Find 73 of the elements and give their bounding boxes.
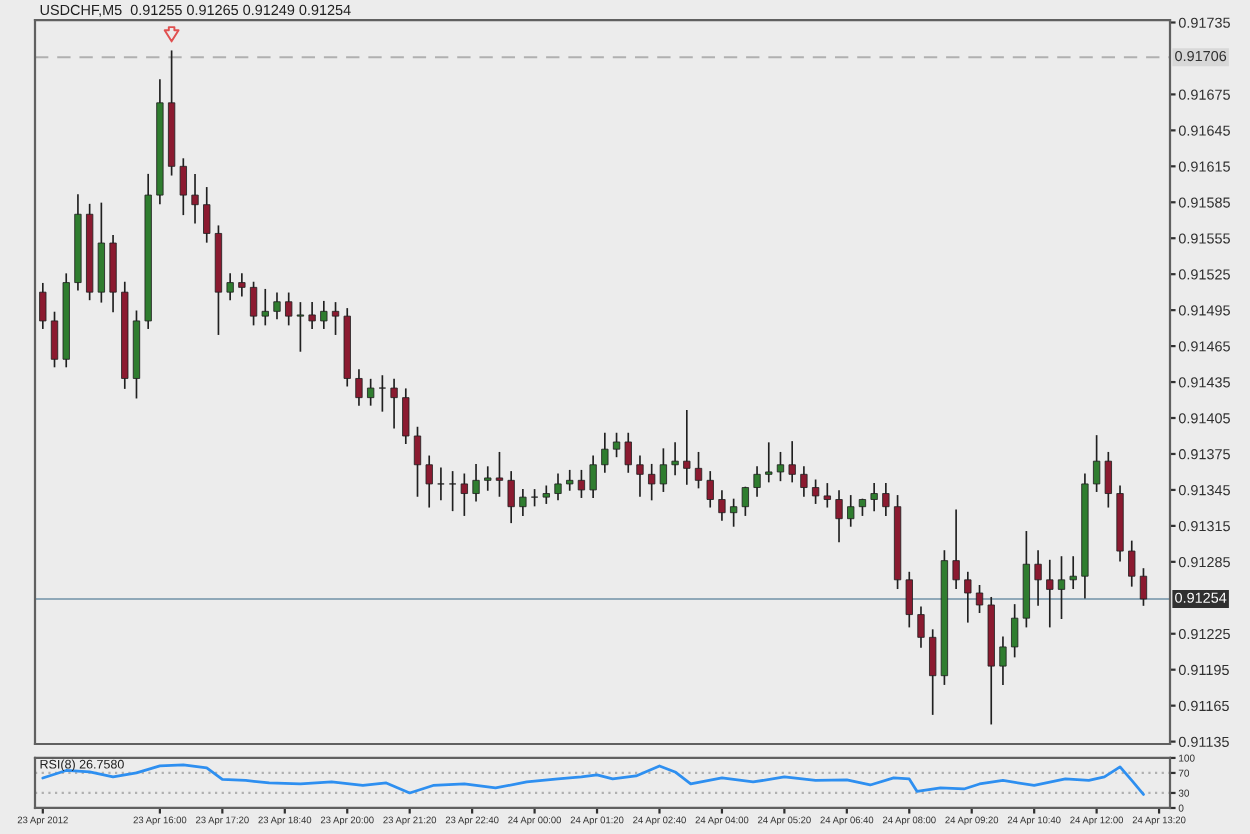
candlestick (238, 273, 246, 297)
candlestick (542, 485, 550, 504)
candlestick (601, 432, 609, 473)
candlestick (320, 300, 328, 329)
candlestick (929, 629, 937, 715)
candlestick (753, 466, 761, 497)
candlestick (367, 378, 375, 406)
candlestick (612, 432, 621, 458)
candlestick (800, 466, 808, 497)
candlestick (694, 451, 703, 489)
candlestick (648, 463, 656, 501)
candlestick (50, 311, 59, 368)
candlestick (448, 471, 457, 512)
candlestick (776, 451, 785, 482)
candlestick (179, 158, 187, 216)
candlestick (472, 463, 480, 502)
candlestick (296, 302, 305, 352)
candlestick (273, 292, 281, 320)
candlestick (835, 490, 843, 543)
candlestick (823, 483, 831, 508)
candlestick (261, 288, 269, 326)
candlestick (1046, 559, 1054, 628)
candlestick (952, 509, 960, 590)
candlestick (203, 187, 211, 243)
candlestick (671, 442, 679, 476)
candlestick (964, 571, 972, 623)
candlestick (425, 455, 433, 508)
candlestick (1104, 451, 1112, 508)
candlestick (811, 479, 820, 504)
candlestick (566, 469, 574, 491)
candlestick (519, 489, 527, 516)
candlestick (285, 292, 293, 326)
candlestick (378, 375, 387, 412)
candlestick (437, 467, 445, 501)
candlestick (460, 473, 468, 516)
candlestick (624, 432, 632, 473)
candlestick (331, 302, 340, 335)
candlestick (308, 302, 316, 329)
candlestick (226, 273, 234, 301)
candlestick (659, 448, 668, 492)
candlestick (484, 466, 492, 491)
candlestick (402, 388, 410, 445)
candlestick (249, 281, 258, 326)
candlestick (636, 455, 644, 497)
candlestick (1128, 540, 1136, 587)
candlestick (847, 495, 855, 527)
candlestick (975, 584, 984, 614)
line-series (41, 763, 1145, 796)
candlestick (683, 409, 691, 485)
candlestick (1069, 556, 1077, 590)
candlestick (999, 636, 1007, 685)
candlestick (1139, 568, 1148, 606)
candlestick (706, 471, 714, 508)
candlestick (1057, 556, 1066, 620)
candlestick (718, 490, 726, 521)
candlestick (870, 483, 878, 512)
candlestick (589, 455, 597, 498)
candlestick (390, 378, 398, 429)
candlestick (355, 369, 363, 406)
candlestick (191, 173, 199, 224)
candlestick (905, 571, 913, 628)
candlestick (577, 469, 586, 498)
candlestick (554, 473, 562, 501)
candlestick (788, 441, 796, 483)
candlestick (413, 426, 422, 497)
candlestick (1092, 435, 1101, 492)
candlestick (39, 282, 47, 329)
candlestick (507, 471, 515, 524)
candlestick (765, 442, 773, 483)
candlestick (495, 451, 504, 497)
candlestick (882, 483, 890, 516)
candlestick (1034, 550, 1042, 606)
candlestick (917, 606, 925, 648)
